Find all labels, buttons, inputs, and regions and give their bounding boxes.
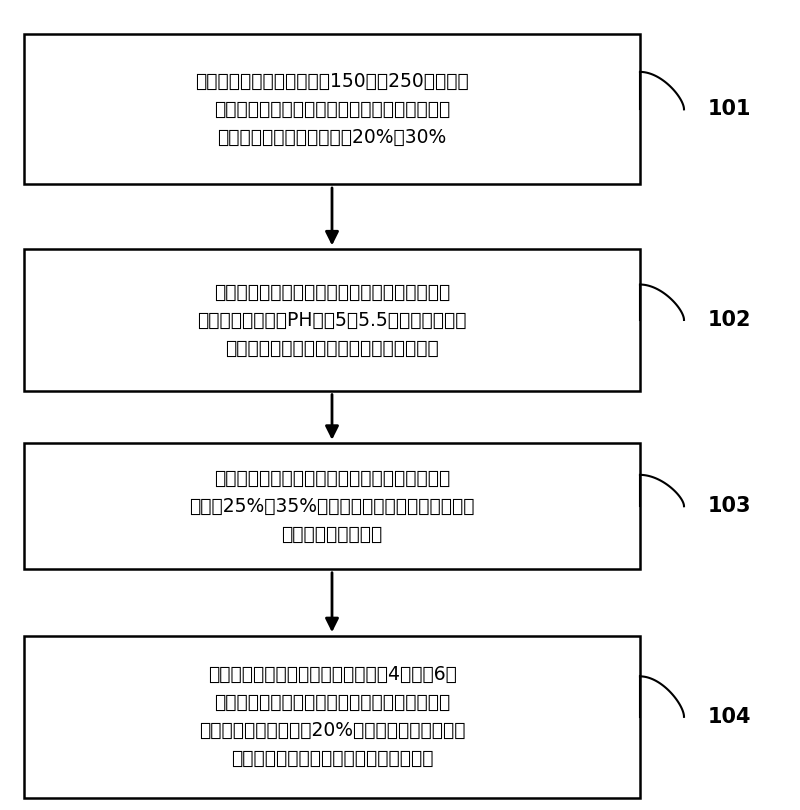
Text: 101: 101 <box>708 100 751 119</box>
Text: 102: 102 <box>708 310 751 330</box>
Text: 103: 103 <box>708 497 751 516</box>
Bar <box>24 444 640 569</box>
Bar <box>24 636 640 798</box>
Bar <box>24 249 640 391</box>
Bar <box>24 34 640 185</box>
Text: 104: 104 <box>708 707 751 727</box>
Text: 在所述浸溶后的铬渣料浆溶液中加入重量百分比
浓度为25%～35%的还原剂直至浸溶后的铬渣料浆
溶液中无六价铬存在: 在所述浸溶后的铬渣料浆溶液中加入重量百分比 浓度为25%～35%的还原剂直至浸溶… <box>190 469 474 544</box>
Text: 在所述铬渣料浆中加入酸制成铬渣料浆溶液，控
制铬渣料浆溶液的PH值为5～5.5，同时充分搅拌
铬渣料浆溶液，使铬渣料浆在酸中进行浸溶: 在所述铬渣料浆中加入酸制成铬渣料浆溶液，控 制铬渣料浆溶液的PH值为5～5.5，… <box>198 283 466 357</box>
Text: 将无六价铬存在的铬渣料浆溶液进行4小时～6小
时的熟化，再进行固液分离，控制固液分离后得
到的滤渣水分含量小于20%，最后将滤渣进行干燥
并粉碎，即可得到不含六: 将无六价铬存在的铬渣料浆溶液进行4小时～6小 时的熟化，再进行固液分离，控制固液… <box>198 665 466 769</box>
Text: 将含铬废渣通过湿法球磨成150目～250目的铬渣
粉后，将水加入铬渣粉后制成铬渣料浆，所述铬
渣料浆的重量百分比浓度为20%～30%: 将含铬废渣通过湿法球磨成150目～250目的铬渣 粉后，将水加入铬渣粉后制成铬渣… <box>195 72 469 147</box>
